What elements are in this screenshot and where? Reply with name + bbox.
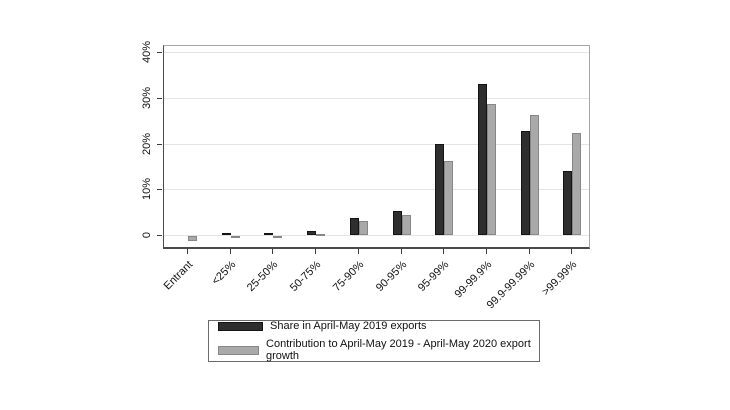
x-tick <box>315 249 317 254</box>
y-tick-label: 30% <box>141 86 153 109</box>
y-tick <box>157 52 162 54</box>
legend-label: Contribution to April-May 2019 - April-M… <box>266 338 531 362</box>
x-tick-label: Entrant <box>161 258 196 293</box>
gridline <box>164 189 589 191</box>
bar-series1-99.9-99.99% <box>529 115 539 235</box>
x-tick <box>272 249 274 254</box>
bar-series0-99-99.9% <box>477 84 487 235</box>
legend-label: Share in April-May 2019 exports <box>270 320 427 332</box>
x-tick-label: 95-99% <box>416 258 452 295</box>
gridline <box>164 97 589 99</box>
bar-series1-90-95% <box>401 214 411 235</box>
bar-series1-99-99.9% <box>486 103 496 235</box>
legend-swatch-gray <box>218 345 260 355</box>
bar-series0-90-95% <box>392 210 402 235</box>
legend-swatch-dark <box>218 321 263 331</box>
bar-series1-Entrant <box>188 236 197 242</box>
y-tick-label: 20% <box>141 132 153 155</box>
x-tick <box>443 249 445 254</box>
bar-series1-<25% <box>230 236 240 238</box>
y-tick-label: 0 <box>141 231 153 239</box>
bar-series0-25-50% <box>264 233 274 236</box>
x-tick-label: <25% <box>209 258 238 288</box>
bar-series0-<25% <box>221 233 231 236</box>
x-tick-label: 75-90% <box>330 258 367 295</box>
gridline <box>164 52 589 54</box>
y-tick-label: 10% <box>141 178 153 201</box>
y-tick-label: 40% <box>141 41 153 64</box>
bar-series1->99.99% <box>572 132 582 235</box>
y-tick <box>157 235 162 236</box>
x-tick-label: 99-99.9% <box>452 258 495 301</box>
chart-legend: Share in April-May 2019 exports Contribu… <box>208 320 540 362</box>
y-tick <box>157 189 162 191</box>
gridline <box>164 143 589 145</box>
bar-series0-95-99% <box>435 143 445 235</box>
x-tick <box>571 249 573 254</box>
bar-series0-75-90% <box>349 218 359 235</box>
legend-item-share-2019: Share in April-May 2019 exports <box>218 320 539 332</box>
y-tick <box>157 143 162 145</box>
bar-series1-75-90% <box>358 221 368 235</box>
legend-item-contribution-growth: Contribution to April-May 2019 - April-M… <box>218 338 539 362</box>
x-tick-label: 25-50% <box>245 258 281 295</box>
x-tick <box>485 249 487 254</box>
x-tick-label: 90-95% <box>373 258 409 295</box>
x-tick <box>357 249 359 254</box>
x-tick <box>400 249 402 254</box>
bar-series0-99.9-99.99% <box>520 130 530 235</box>
bar-series1-25-50% <box>273 236 283 238</box>
bar-series1-95-99% <box>444 160 454 235</box>
x-tick <box>187 249 188 254</box>
bar-series1-50-75% <box>316 234 326 236</box>
bar-series0-50-75% <box>307 230 317 235</box>
gridline <box>164 235 589 236</box>
x-tick <box>229 249 231 254</box>
bar-series0->99.99% <box>563 171 573 235</box>
x-tick-label: >99.99% <box>540 258 580 299</box>
x-tick-label: 50-75% <box>288 258 324 295</box>
y-tick <box>157 97 162 99</box>
plot-area <box>163 45 590 249</box>
x-tick <box>528 249 530 254</box>
